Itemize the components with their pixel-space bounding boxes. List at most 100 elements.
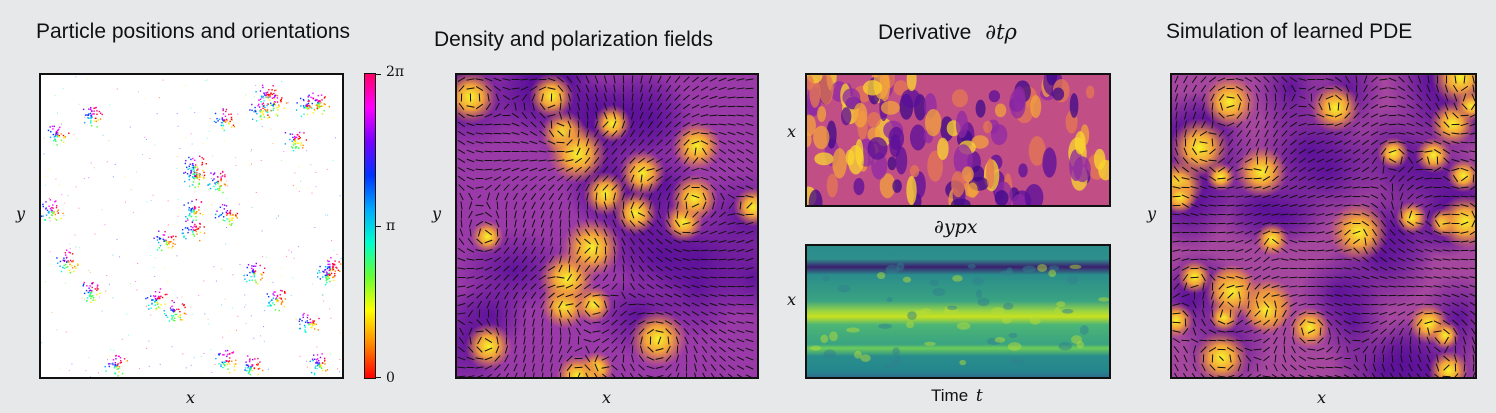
polarization-arrow — [1415, 257, 1424, 262]
particle — [220, 180, 222, 182]
polarization-arrow — [567, 120, 572, 129]
polarization-arrow — [664, 248, 673, 253]
density-peak — [561, 218, 622, 278]
particle — [223, 354, 225, 356]
polarization-arrow — [502, 86, 511, 91]
polarization-arrow — [1190, 338, 1199, 343]
polarization-arrow — [682, 275, 691, 280]
polarization-arrow — [1237, 373, 1244, 377]
particle — [191, 200, 193, 202]
particle — [199, 212, 202, 215]
particle — [273, 92, 275, 95]
particle — [279, 294, 281, 296]
polarization-arrow — [1316, 167, 1325, 172]
polarization-arrow — [1217, 320, 1226, 325]
polarization-arrow — [727, 230, 736, 235]
polarization-arrow — [532, 354, 535, 363]
particle — [311, 107, 313, 109]
particle — [294, 139, 296, 141]
polarization-arrow — [1435, 84, 1440, 93]
polarization-arrow — [665, 112, 672, 119]
particle — [194, 191, 196, 193]
polarization-arrow — [593, 372, 598, 377]
particle — [247, 264, 250, 266]
particle — [224, 174, 226, 176]
polarization-arrow — [493, 256, 502, 263]
polarization-arrow — [1307, 158, 1316, 163]
polarization-arrow — [1182, 328, 1189, 335]
particle — [307, 188, 309, 190]
polarization-arrow — [700, 104, 709, 109]
polarization-arrow — [702, 192, 707, 201]
particle — [293, 140, 296, 143]
particle — [236, 217, 238, 219]
particle — [95, 120, 98, 123]
particle — [255, 191, 257, 193]
particle — [320, 366, 323, 368]
particle — [259, 98, 262, 100]
particle — [251, 365, 254, 367]
polarization-arrow — [718, 258, 727, 261]
polarization-arrow — [457, 312, 466, 315]
fields-heatmap — [457, 75, 757, 377]
polarization-arrow — [613, 192, 616, 201]
particle — [315, 359, 318, 361]
polarization-arrow — [611, 283, 618, 290]
polarization-arrow — [457, 285, 466, 288]
polarization-arrow — [1407, 202, 1414, 209]
polarization-arrow — [522, 219, 527, 228]
polarization-arrow — [1227, 374, 1235, 377]
polarization-arrow — [1208, 258, 1217, 261]
polarization-arrow — [1469, 240, 1475, 244]
polarization-arrow — [1361, 139, 1370, 146]
polarization-arrow — [676, 201, 679, 210]
polarization-arrow — [637, 320, 646, 325]
polarization-arrow — [594, 84, 599, 93]
particle — [264, 109, 267, 111]
particle — [58, 367, 60, 369]
polarization-arrow — [655, 265, 664, 272]
polarization-arrow — [613, 84, 616, 93]
particle — [225, 118, 228, 121]
polarization-arrow — [1208, 185, 1217, 190]
particle — [293, 138, 295, 141]
polarization-arrow — [565, 293, 574, 298]
particle — [266, 104, 268, 107]
particle — [73, 265, 76, 268]
polarization-arrow — [1298, 78, 1307, 81]
particle — [194, 159, 196, 162]
polarization-arrow — [601, 294, 610, 297]
particle — [338, 371, 340, 373]
particle — [119, 357, 122, 359]
particle — [181, 304, 183, 306]
polarization-arrow — [1263, 76, 1270, 83]
polarization-arrow — [1361, 195, 1370, 198]
polarization-arrow — [1292, 327, 1295, 336]
particle — [218, 362, 220, 365]
polarization-arrow — [1461, 103, 1468, 110]
polarization-arrow — [602, 175, 609, 182]
polarization-arrow — [1271, 213, 1280, 216]
particle — [326, 259, 328, 261]
particle — [87, 297, 89, 299]
polarization-arrow — [530, 121, 537, 128]
polarization-arrow — [1344, 337, 1351, 344]
particle — [286, 255, 288, 257]
polarization-arrow — [1370, 104, 1379, 109]
polarization-arrow — [557, 76, 564, 83]
polarization-arrow — [502, 132, 511, 135]
particle — [328, 274, 330, 276]
polarization-arrow — [1325, 149, 1334, 154]
polarization-arrow — [745, 87, 754, 90]
polarization-arrow — [691, 311, 700, 316]
polarization-arrow — [1389, 219, 1396, 228]
polarization-arrow — [1226, 249, 1235, 252]
polarization-arrow — [577, 111, 580, 120]
particle — [158, 238, 161, 240]
polarization-arrow — [1433, 285, 1442, 288]
polarization-arrow — [1469, 123, 1475, 127]
particle — [278, 297, 281, 299]
polarization-arrow — [1182, 310, 1189, 317]
polarization-arrow — [532, 318, 535, 327]
polarization-arrow — [1217, 275, 1226, 280]
